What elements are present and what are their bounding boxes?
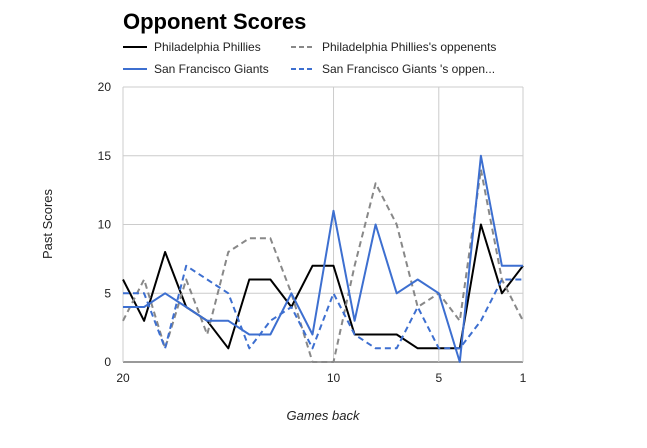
legend-label-2: Philadelphia Phillies's oppenents: [322, 40, 496, 54]
x-tick-label: 1: [520, 371, 527, 385]
series-line-3: [123, 154, 523, 363]
x-tick-labels: 20 10 5 1: [116, 371, 526, 385]
y-tick-label: 10: [98, 218, 112, 232]
series-line-4: [123, 264, 523, 350]
y-tick-label: 5: [104, 286, 111, 300]
y-tick-label: 20: [98, 80, 112, 94]
y-tick-labels: 0 5 10 15 20: [98, 80, 112, 369]
legend-label-3: San Francisco Giants: [154, 62, 269, 76]
legend-label-4: San Francisco Giants 's oppen...: [322, 62, 495, 76]
legend: Philadelphia Phillies Philadelphia Philli…: [123, 40, 496, 76]
y-tick-label: 15: [98, 149, 112, 163]
x-axis-title: Games back: [287, 408, 361, 423]
chart-title: Opponent Scores: [123, 9, 306, 34]
x-tick-label: 5: [435, 371, 442, 385]
x-tick-label: 10: [327, 371, 341, 385]
x-tick-label: 20: [116, 371, 130, 385]
grid: [122, 86, 524, 363]
y-axis-title: Past Scores: [40, 188, 55, 259]
legend-label-1: Philadelphia Phillies: [154, 40, 261, 54]
series-line-2: [122, 168, 524, 363]
y-tick-label: 0: [104, 355, 111, 369]
series-layer: [122, 154, 524, 363]
